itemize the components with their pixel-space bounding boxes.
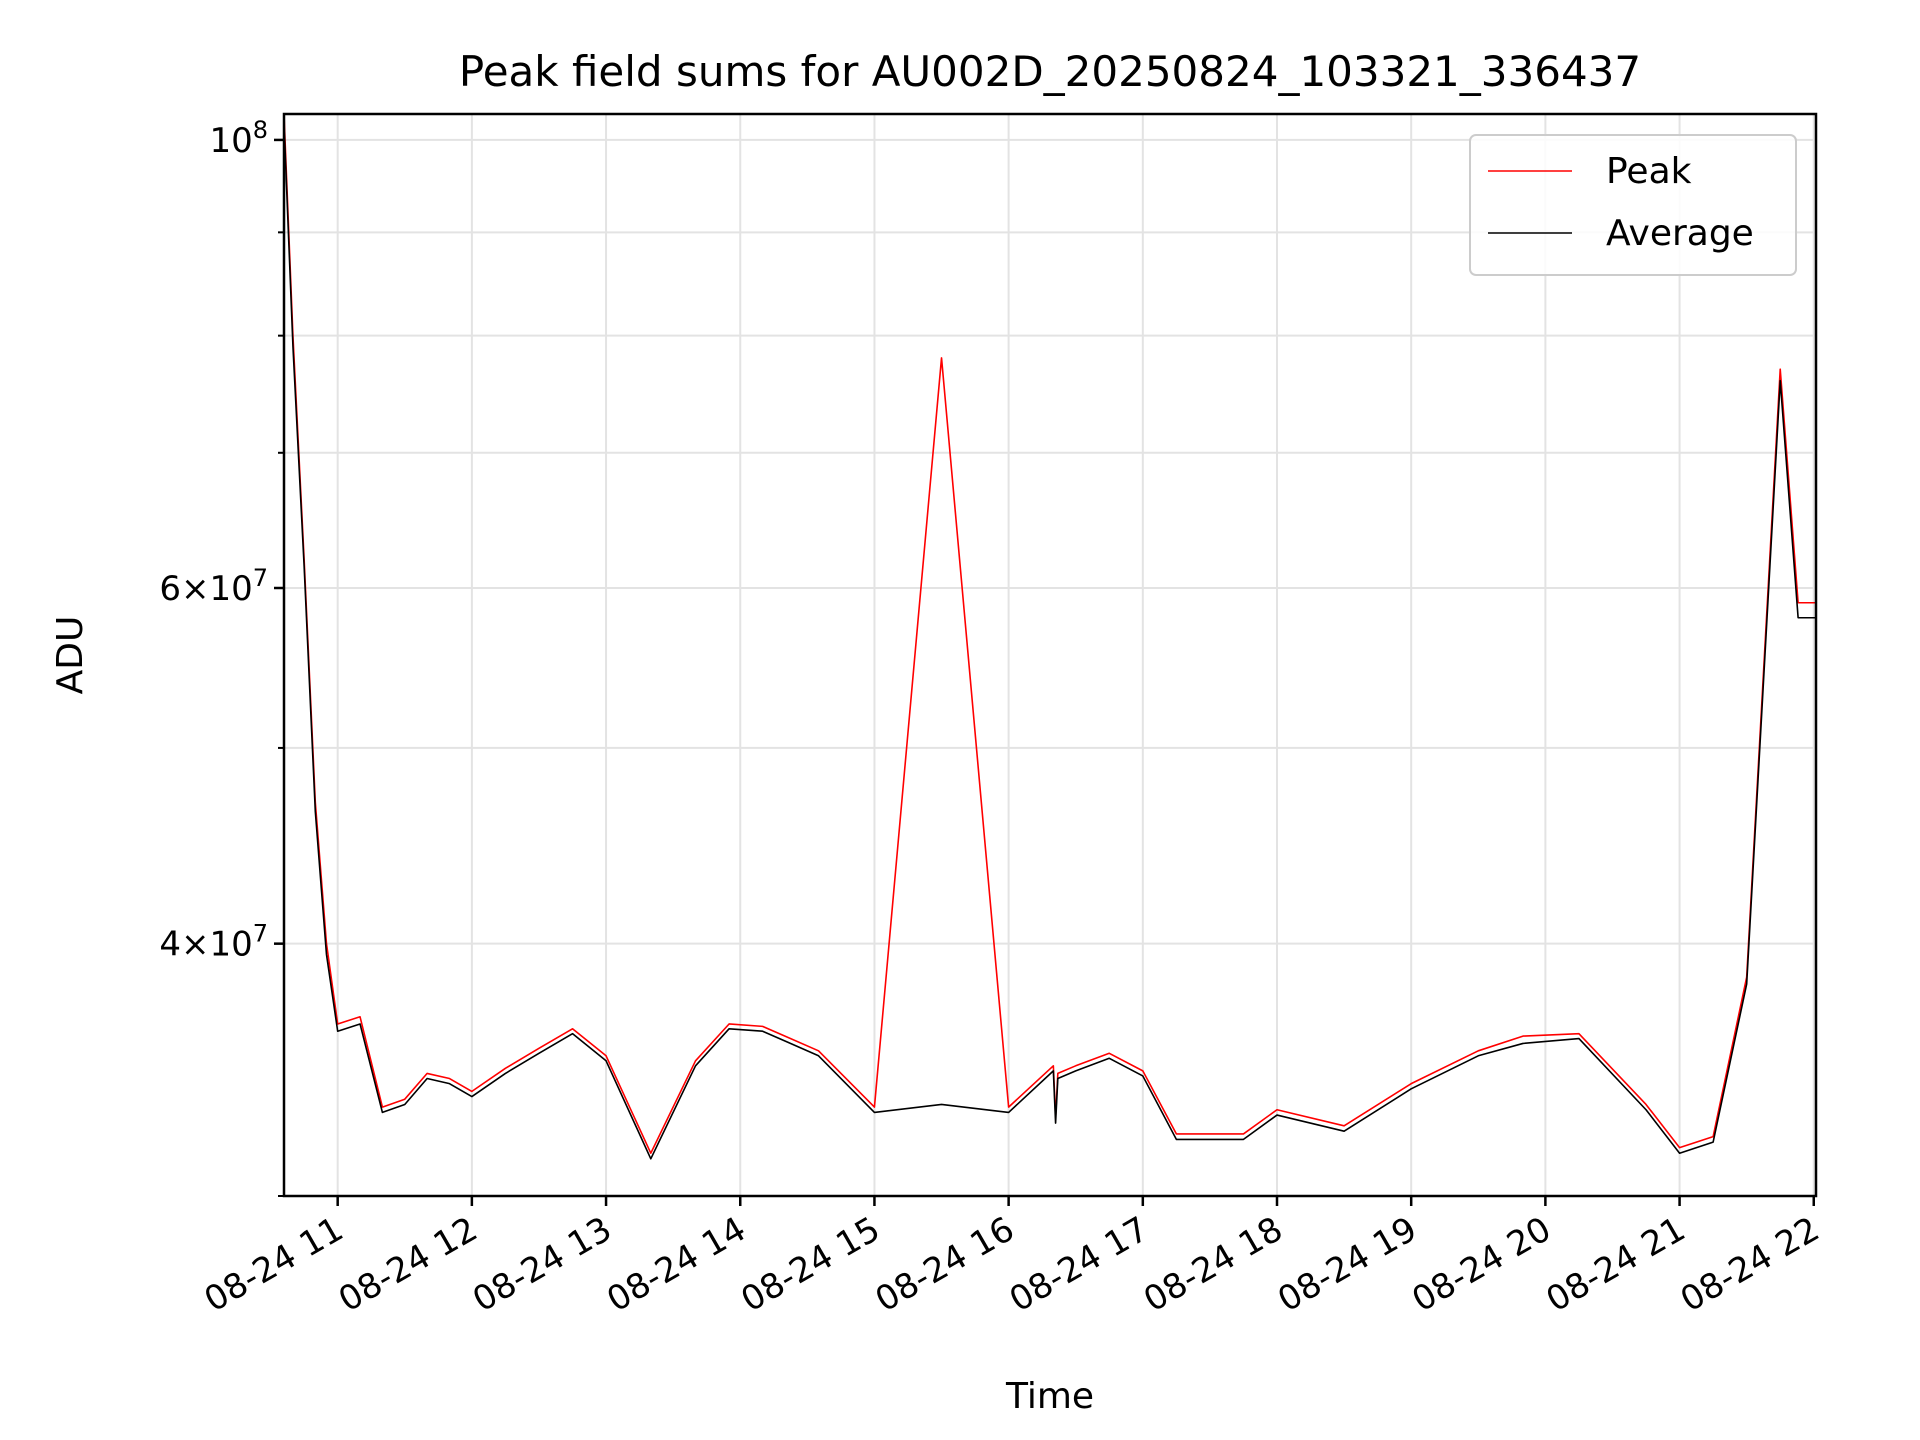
series-line-peak — [283, 113, 1816, 1154]
y-tick-label: 4×107 — [159, 920, 268, 965]
x-axis-label: Time — [1005, 1376, 1094, 1417]
y-axis: 108 6×107 4×107 — [159, 116, 284, 1197]
y-axis-label: ADU — [50, 616, 91, 695]
legend-box — [1469, 134, 1797, 276]
legend-label-average: Average — [1606, 213, 1754, 254]
plot-frame — [282, 112, 1818, 1198]
series-layer — [283, 113, 1816, 1160]
grid — [284, 114, 1816, 1197]
y-tick-label: 108 — [209, 116, 268, 161]
legend: Peak Average — [1469, 134, 1797, 276]
legend-label-peak: Peak — [1606, 151, 1692, 192]
y-tick-label: 6×107 — [159, 564, 268, 609]
chart-title: Peak field sums for AU002D_20250824_1033… — [459, 47, 1641, 96]
series-line-average — [283, 122, 1816, 1160]
